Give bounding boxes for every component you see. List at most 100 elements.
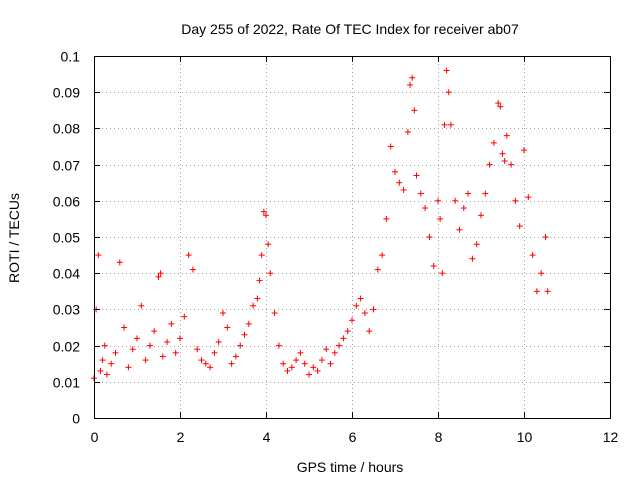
data-point: [215, 338, 222, 345]
data-point: [495, 100, 502, 107]
data-point: [422, 205, 429, 212]
y-tick-label: 0.09: [53, 85, 80, 101]
data-point: [417, 190, 424, 197]
data-point: [387, 143, 394, 150]
data-point: [314, 367, 321, 374]
data-point: [297, 349, 304, 356]
data-point: [469, 255, 476, 262]
data-point: [211, 349, 218, 356]
data-point: [108, 360, 115, 367]
data-point: [407, 81, 414, 88]
data-point: [207, 364, 214, 371]
data-point: [366, 328, 373, 335]
data-point: [157, 270, 164, 277]
data-point: [516, 223, 523, 230]
data-point: [473, 241, 480, 248]
data-point: [164, 338, 171, 345]
data-point: [254, 295, 261, 302]
data-point: [501, 157, 508, 164]
data-point: [271, 310, 278, 317]
x-tick-label: 4: [263, 429, 271, 445]
data-point: [383, 215, 390, 222]
x-tick-label: 10: [517, 429, 533, 445]
data-point: [452, 197, 459, 204]
data-point: [349, 317, 355, 324]
data-point: [237, 342, 244, 349]
data-point: [198, 357, 205, 364]
data-point: [256, 277, 263, 284]
data-point: [521, 147, 527, 154]
data-point: [353, 302, 360, 309]
data-point: [306, 371, 312, 378]
data-point: [411, 107, 418, 114]
data-point: [497, 103, 504, 110]
y-tick-label: 0.01: [53, 375, 80, 391]
data-point: [327, 360, 334, 367]
data-point: [280, 360, 287, 367]
data-point: [151, 328, 158, 335]
data-point: [103, 371, 110, 378]
data-point: [404, 129, 411, 136]
data-point: [460, 205, 467, 212]
data-point: [396, 179, 403, 186]
data-point: [288, 364, 295, 371]
x-tick-label: 2: [177, 429, 185, 445]
data-point: [121, 324, 128, 331]
data-point: [323, 346, 330, 353]
data-point: [116, 259, 123, 266]
data-point: [301, 360, 308, 367]
data-point: [533, 288, 540, 295]
data-point: [275, 342, 282, 349]
data-point: [379, 252, 386, 259]
data-point: [512, 197, 519, 204]
data-point: [499, 150, 506, 157]
data-point: [465, 190, 472, 197]
data-point: [202, 360, 209, 367]
data-point: [185, 252, 192, 259]
data-point: [232, 353, 239, 360]
data-point: [392, 168, 398, 175]
data-point: [181, 313, 188, 320]
data-point: [220, 310, 226, 317]
data-point: [456, 226, 463, 233]
y-tick-label: 0.05: [53, 230, 80, 246]
data-point: [159, 353, 166, 360]
data-point: [441, 121, 448, 128]
data-point: [245, 320, 252, 327]
data-point: [478, 212, 484, 219]
y-axis-label: ROTI / TECUs: [6, 193, 22, 283]
data-point: [228, 360, 235, 367]
data-point: [490, 139, 497, 146]
data-point: [310, 364, 317, 371]
x-axis: 0 2 4 6 8 10 12: [91, 56, 618, 445]
data-point: [138, 302, 145, 309]
data-point: [439, 270, 446, 277]
data-point: [101, 342, 108, 349]
data-point: [129, 346, 136, 353]
data-point: [250, 302, 257, 309]
y-tick-label: 0.03: [53, 302, 80, 318]
y-tick-label: 0.02: [53, 339, 80, 355]
data-point: [508, 161, 515, 168]
x-tick-label: 8: [435, 429, 443, 445]
data-point: [443, 67, 450, 74]
data-point: [265, 241, 272, 248]
data-point: [426, 234, 433, 240]
data-point: [538, 270, 545, 277]
data-point: [482, 190, 489, 197]
data-point: [293, 357, 300, 364]
y-tick-label: 0.1: [61, 49, 81, 65]
data-point: [336, 342, 343, 349]
data-point: [267, 270, 274, 277]
data-point: [125, 364, 132, 371]
data-point: [134, 335, 140, 342]
data-point: [95, 252, 102, 259]
data-point: [172, 349, 179, 356]
data-point: [370, 306, 377, 313]
data-points: [91, 67, 551, 382]
data-point: [445, 89, 452, 96]
data-point: [260, 208, 267, 215]
y-tick-label: 0.08: [53, 121, 80, 137]
data-point: [374, 266, 381, 273]
